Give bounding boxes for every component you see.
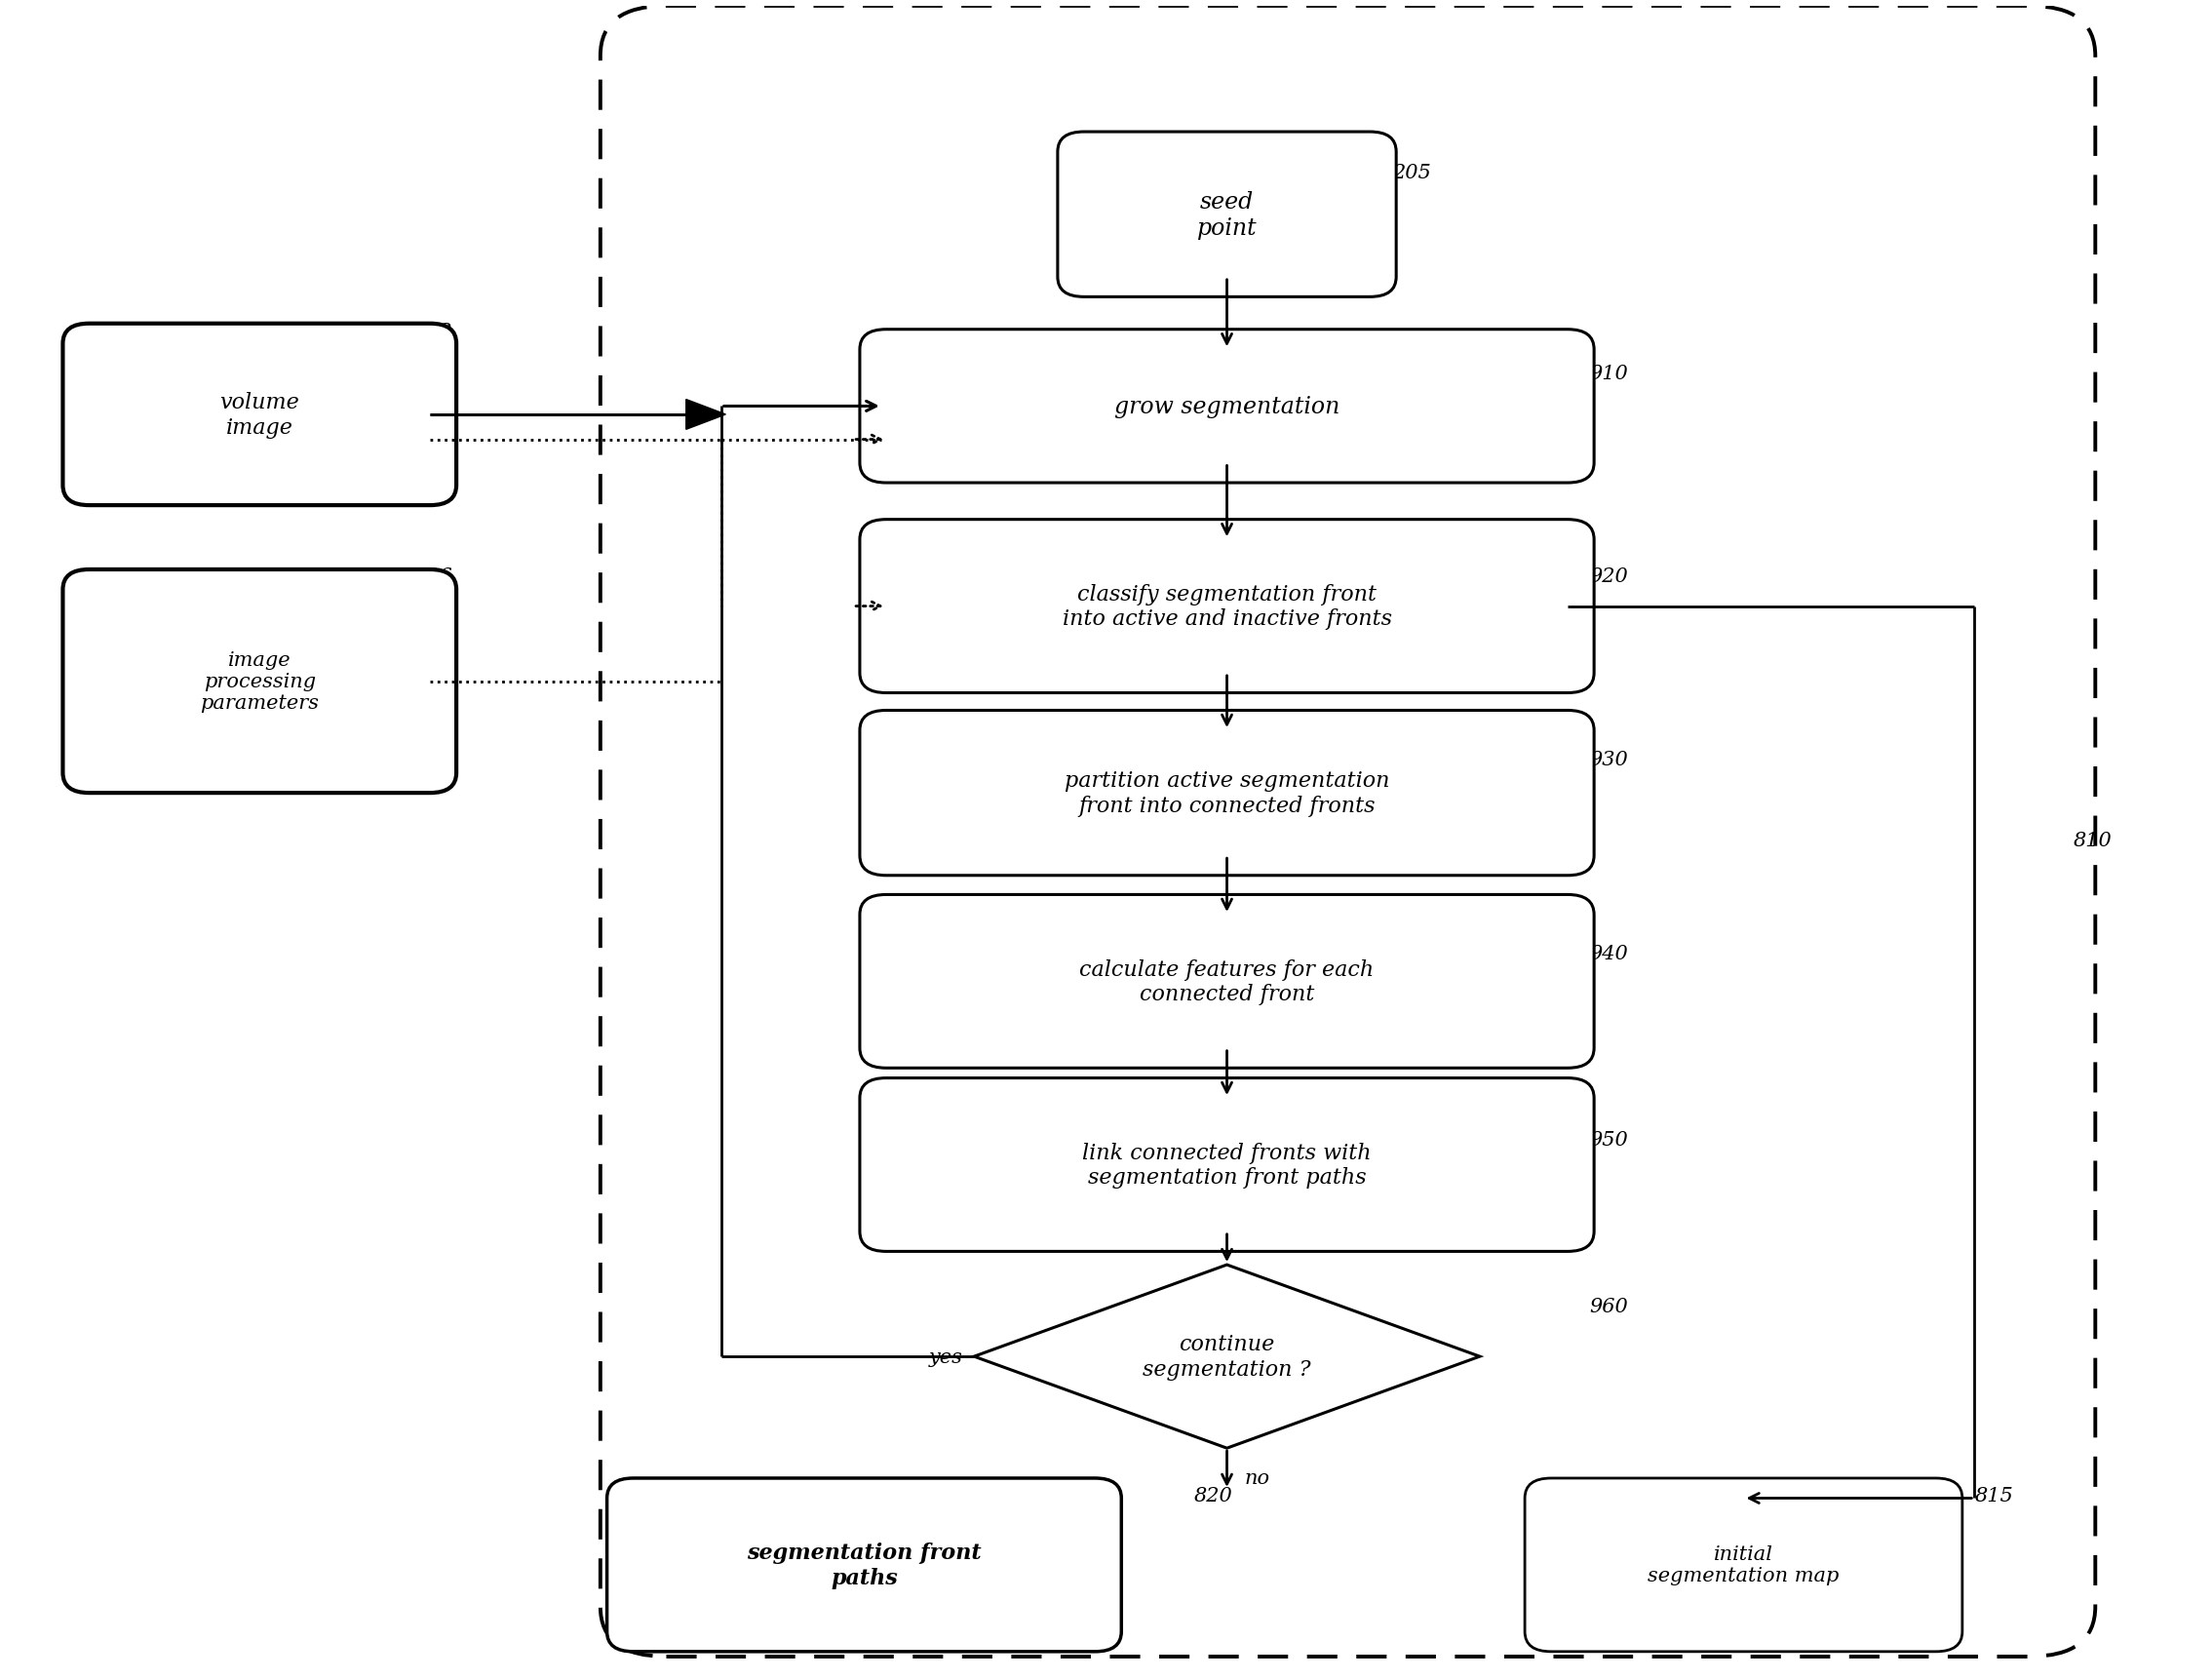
FancyBboxPatch shape <box>62 570 456 793</box>
Text: grow segmentation: grow segmentation <box>1115 395 1340 418</box>
FancyBboxPatch shape <box>1057 133 1396 297</box>
Text: 950: 950 <box>1590 1131 1628 1149</box>
Text: 205: 205 <box>1391 165 1431 183</box>
Text: continue
segmentation ?: continue segmentation ? <box>1144 1334 1312 1379</box>
FancyBboxPatch shape <box>860 329 1595 484</box>
Polygon shape <box>686 400 726 430</box>
Text: 930: 930 <box>1590 751 1628 769</box>
Text: partition active segmentation
front into connected fronts: partition active segmentation front into… <box>1064 769 1389 816</box>
Text: classify segmentation front
into active and inactive fronts: classify segmentation front into active … <box>1062 583 1391 630</box>
Text: no: no <box>1245 1468 1270 1487</box>
Polygon shape <box>973 1265 1480 1448</box>
FancyBboxPatch shape <box>1524 1478 1962 1651</box>
Text: segmentation front
paths: segmentation front paths <box>748 1542 982 1588</box>
Text: 920: 920 <box>1590 568 1628 586</box>
Text: 206: 206 <box>414 568 451 586</box>
Text: calculate features for each
connected front: calculate features for each connected fr… <box>1079 959 1374 1005</box>
Text: seed
point: seed point <box>1197 192 1256 239</box>
FancyBboxPatch shape <box>62 324 456 506</box>
Text: 202: 202 <box>414 323 451 341</box>
Text: 910: 910 <box>1590 365 1628 383</box>
Text: volume
image: volume image <box>219 391 299 438</box>
FancyBboxPatch shape <box>860 711 1595 875</box>
Text: yes: yes <box>929 1347 962 1366</box>
FancyBboxPatch shape <box>860 1079 1595 1252</box>
Text: initial
segmentation map: initial segmentation map <box>1648 1546 1838 1584</box>
FancyBboxPatch shape <box>606 1478 1121 1651</box>
Text: 940: 940 <box>1590 944 1628 963</box>
Text: image
processing
parameters: image processing parameters <box>199 650 319 712</box>
Text: link connected fronts with
segmentation front paths: link connected fronts with segmentation … <box>1082 1142 1371 1188</box>
Text: 820: 820 <box>1194 1485 1232 1504</box>
Text: 960: 960 <box>1590 1297 1628 1315</box>
Text: 810: 810 <box>2073 830 2112 850</box>
FancyBboxPatch shape <box>860 521 1595 694</box>
FancyBboxPatch shape <box>860 895 1595 1068</box>
Text: 815: 815 <box>1975 1485 2013 1504</box>
